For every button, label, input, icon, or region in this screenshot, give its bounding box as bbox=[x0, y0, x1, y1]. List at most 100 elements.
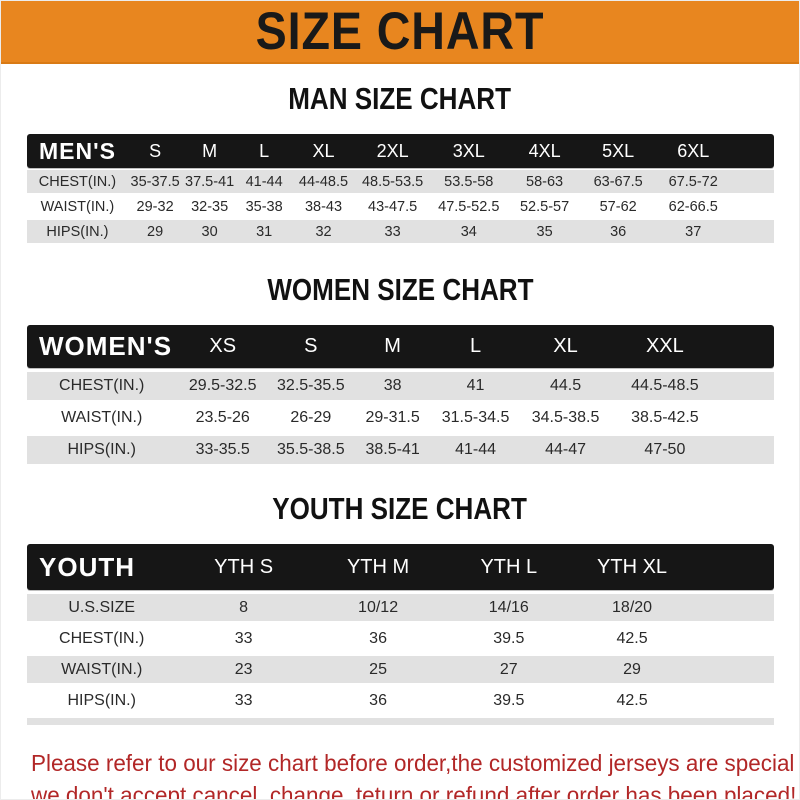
table-cell: 39.5 bbox=[493, 691, 525, 709]
table-cell: 52.5-57 bbox=[519, 198, 570, 215]
table-cell: 31 bbox=[256, 223, 273, 240]
table-row: WAIST(IN.) 23 25 27 29 bbox=[27, 656, 774, 683]
table-cell: 29.5-32.5 bbox=[188, 377, 257, 394]
footer-line-1: Please refer to our size chart before or… bbox=[31, 750, 799, 776]
table-cell: 41 bbox=[466, 377, 485, 394]
table-cell: 32 bbox=[315, 223, 332, 240]
table-cell: 33 bbox=[384, 223, 401, 240]
table-cell: 37 bbox=[685, 223, 702, 240]
table-cell: 44-48.5 bbox=[298, 173, 349, 190]
row-label: WAIST(IN.) bbox=[61, 409, 143, 426]
column-header: L bbox=[469, 335, 482, 357]
table-row: HIPS(IN.) 29 30 31 32 33 34 35 36 37 bbox=[27, 220, 774, 243]
column-header: XS bbox=[209, 335, 237, 357]
table-cell: 33 bbox=[234, 629, 253, 647]
table-corner-label: YOUTH bbox=[39, 551, 135, 582]
table-cell: 8 bbox=[239, 598, 249, 616]
table-cell: 47-50 bbox=[644, 441, 686, 458]
table-cell: 38.5-41 bbox=[365, 441, 420, 458]
column-header: 3XL bbox=[452, 140, 485, 161]
section-title-youth: YOUTH SIZE CHART bbox=[272, 491, 528, 526]
table-cell: 38 bbox=[383, 377, 402, 394]
table-cell: 34.5-38.5 bbox=[531, 409, 600, 426]
bottom-strip bbox=[27, 718, 774, 725]
table-cell: 44-47 bbox=[545, 441, 586, 458]
table-cell: 32.5-35.5 bbox=[277, 377, 345, 394]
row-label: HIPS(IN.) bbox=[67, 441, 136, 458]
column-header: S bbox=[149, 140, 162, 161]
table-corner-label: MEN'S bbox=[39, 137, 116, 164]
table-cell: 29-31.5 bbox=[365, 409, 420, 426]
footer-line-2: we don't accept cancel, change, teturn o… bbox=[31, 781, 797, 800]
table-header-bar: YOUTH YTH S YTH M YTH L YTH XL bbox=[27, 544, 774, 590]
table-cell: 33-35.5 bbox=[195, 441, 250, 458]
row-label: CHEST(IN.) bbox=[59, 629, 145, 647]
table-cell: 35-38 bbox=[245, 198, 283, 215]
table-cell: 36 bbox=[369, 629, 387, 647]
page-title: SIZE CHART bbox=[255, 2, 545, 61]
table-cell: 37.5-41 bbox=[185, 173, 235, 190]
column-header: XXL bbox=[645, 335, 684, 357]
table-cell: 39.5 bbox=[493, 629, 525, 647]
table-cell: 48.5-53.5 bbox=[361, 173, 424, 190]
row-label: HIPS(IN.) bbox=[46, 223, 109, 240]
table-cell: 57-62 bbox=[599, 198, 637, 215]
table-cell: 35-37.5 bbox=[130, 173, 180, 190]
column-header: 2XL bbox=[376, 140, 409, 161]
table-corner-label: WOMEN'S bbox=[39, 331, 173, 361]
table-cell: 44.5-48.5 bbox=[631, 377, 699, 394]
table-cell: 38-43 bbox=[304, 198, 343, 215]
table-cell: 29 bbox=[623, 660, 641, 678]
table-row: CHEST(IN.) 29.5-32.5 32.5-35.5 38 41 44.5 44.5… bbox=[27, 372, 774, 400]
table-cell: 42.5 bbox=[616, 629, 648, 647]
table-cell: 62-66.5 bbox=[668, 198, 718, 215]
table-cell: 38.5-42.5 bbox=[631, 409, 699, 426]
table-cell: 30 bbox=[201, 223, 218, 240]
column-header: YTH XL bbox=[597, 555, 668, 578]
table-cell: 33 bbox=[234, 691, 253, 709]
row-label: U.S.SIZE bbox=[68, 598, 136, 616]
table-cell: 34 bbox=[460, 223, 477, 240]
table-cell: 29-32 bbox=[136, 198, 174, 215]
table-cell: 36 bbox=[369, 691, 387, 709]
section-title-men: MAN SIZE CHART bbox=[288, 81, 512, 116]
row-label: HIPS(IN.) bbox=[67, 691, 136, 709]
table-header-bar: MEN'S S M L XL 2XL 3XL 4XL 5XL 6XL bbox=[27, 134, 774, 168]
column-header: YTH M bbox=[346, 555, 410, 578]
column-header: S bbox=[304, 335, 318, 357]
column-header: 4XL bbox=[528, 140, 561, 161]
column-header: XL bbox=[312, 140, 335, 161]
table-cell: 35.5-38.5 bbox=[277, 441, 345, 458]
column-header: M bbox=[202, 140, 218, 161]
table-cell: 35 bbox=[536, 223, 553, 240]
table-row: HIPS(IN.) 33-35.5 35.5-38.5 38.5-41 41-44 44-… bbox=[27, 436, 774, 464]
table-row: CHEST(IN.) 33 36 39.5 42.5 bbox=[27, 625, 774, 652]
table-row: HIPS(IN.) 33 36 39.5 42.5 bbox=[27, 687, 774, 714]
row-label: CHEST(IN.) bbox=[38, 173, 117, 190]
table-cell: 53.5-58 bbox=[444, 173, 494, 190]
column-header: XL bbox=[553, 335, 578, 357]
table-cell: 27 bbox=[499, 660, 518, 678]
table-header-bar: WOMEN'S XS S M L XL XXL bbox=[27, 325, 774, 368]
row-label: WAIST(IN.) bbox=[40, 198, 115, 215]
column-header: 5XL bbox=[602, 140, 635, 161]
table-cell: 25 bbox=[369, 660, 387, 678]
footer-note: Please refer to our size chart before or… bbox=[31, 748, 799, 800]
row-label: CHEST(IN.) bbox=[59, 377, 145, 394]
table-cell: 43-47.5 bbox=[368, 198, 418, 215]
column-header: YTH L bbox=[480, 555, 538, 578]
table-cell: 23 bbox=[234, 660, 253, 678]
column-header: L bbox=[259, 140, 270, 161]
table-cell: 44.5 bbox=[549, 377, 582, 394]
table-cell: 32-35 bbox=[191, 198, 229, 215]
table-cell: 23.5-26 bbox=[195, 409, 250, 426]
column-header: M bbox=[384, 335, 401, 357]
table-cell: 58-63 bbox=[526, 173, 564, 190]
table-cell: 36 bbox=[610, 223, 627, 240]
youth-size-table: YOUTH YTH S YTH M YTH L YTH XL U.S.SIZE 8 10/12… bbox=[27, 544, 774, 714]
section-title-women: WOMEN SIZE CHART bbox=[266, 272, 534, 307]
table-cell: 41-44 bbox=[455, 441, 496, 458]
table-row: CHEST(IN.) 35-37.5 37.5-41 41-44 44-48.5 48.5… bbox=[27, 170, 774, 193]
women-size-table: WOMEN'S XS S M L XL XXL CHEST(IN.) 29.5-32.5 32.5… bbox=[27, 325, 774, 464]
